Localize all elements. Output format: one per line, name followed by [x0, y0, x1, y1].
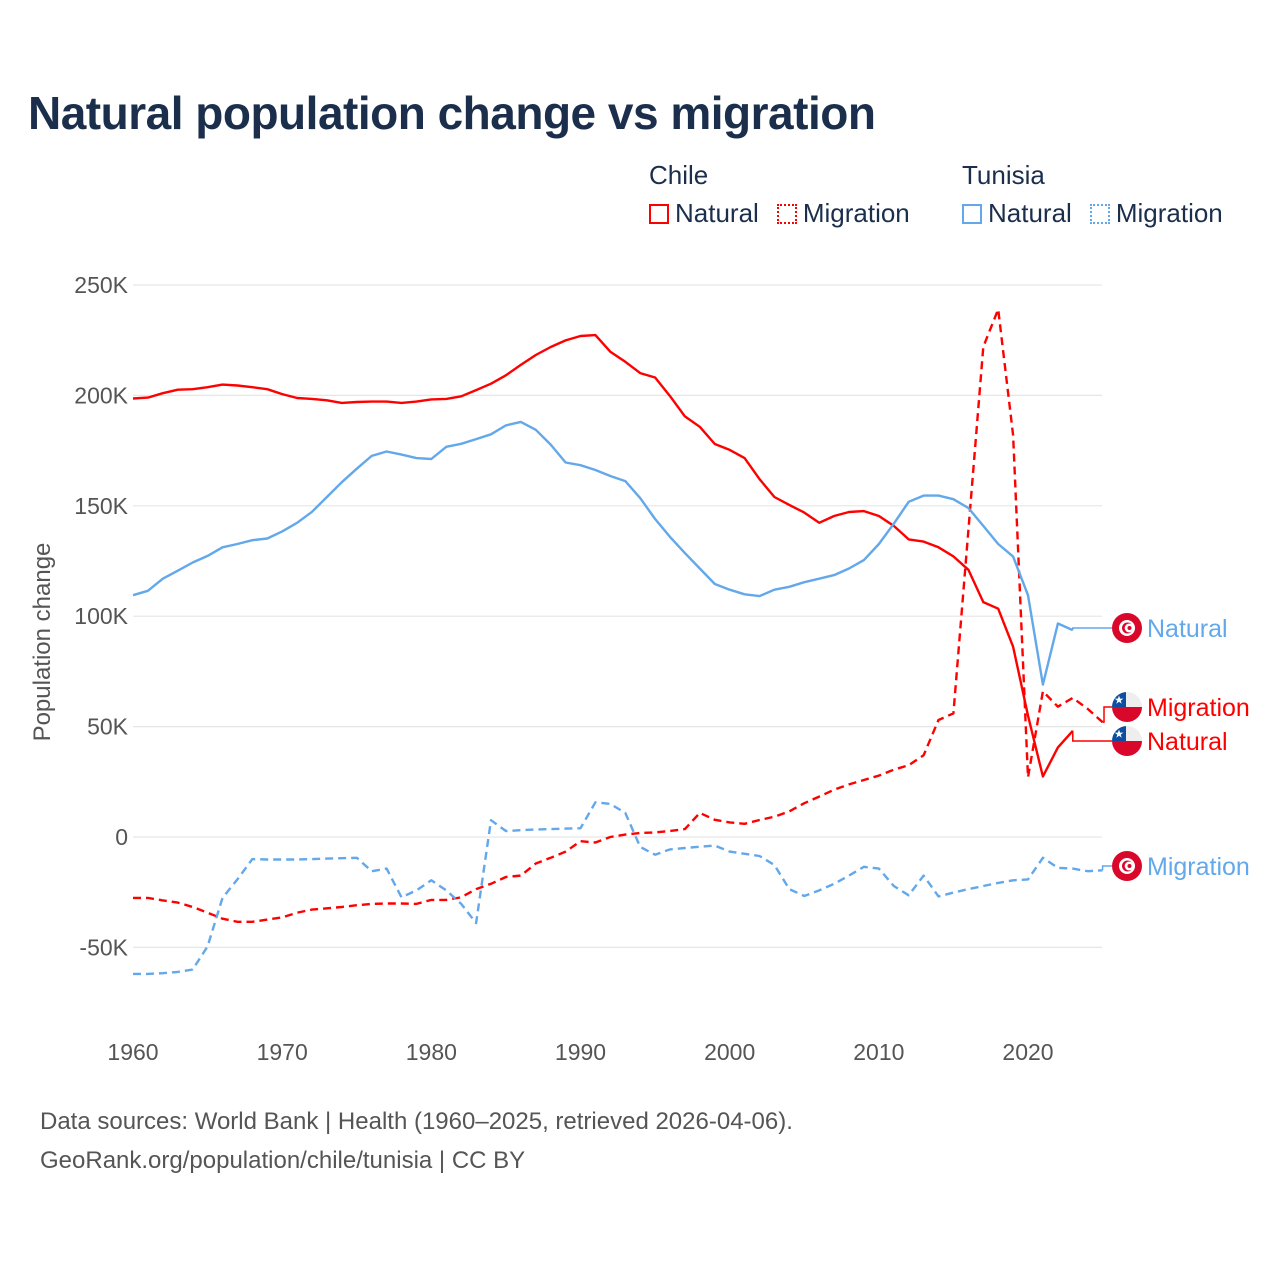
legend-item-label: Natural — [988, 198, 1072, 228]
legend-item-label: Natural — [675, 198, 759, 228]
series-line-tunisia-natural — [132, 420, 1074, 686]
footer-attribution: GeoRank.org/population/chile/tunisia | C… — [40, 1147, 526, 1174]
legend-swatch-dotted — [776, 203, 797, 224]
y-axis-title: Population change — [29, 543, 56, 742]
y-tick-label: 50K — [87, 714, 129, 740]
legend-swatch-solid — [649, 203, 669, 224]
y-tick-label: 200K — [74, 382, 128, 408]
x-tick-label: 2020 — [1002, 1039, 1053, 1065]
legend-country-label: Chile — [649, 160, 709, 190]
x-tick-label: 1970 — [257, 1039, 308, 1065]
label-connector — [1072, 730, 1112, 742]
end-label-chile-migration: Migration — [1147, 694, 1250, 722]
footer-sources: Data sources: World Bank | Health (1960–… — [40, 1108, 793, 1135]
legend-item-tunisia-migration[interactable]: Migration — [1089, 198, 1223, 229]
legend-swatch-dotted — [1089, 203, 1110, 224]
legend-item-tunisia-natural[interactable]: Natural — [962, 198, 1072, 229]
end-label-chile-natural: Natural — [1147, 728, 1228, 756]
y-tick-label: 250K — [74, 272, 128, 298]
legend-swatch-solid — [962, 203, 982, 224]
chart-title: Natural population change vs migration — [28, 87, 876, 139]
legend-item-chile-natural[interactable]: Natural — [649, 198, 759, 229]
chile-flag-icon — [1112, 726, 1142, 756]
tunisia-flag-icon — [1112, 613, 1142, 643]
flag-star — [1114, 695, 1124, 704]
label-connector — [1102, 706, 1112, 723]
label-connector — [1101, 865, 1112, 871]
end-label-tunisia-migration: Migration — [1147, 853, 1250, 881]
legend-item-label: Migration — [802, 198, 910, 228]
y-tick-label: 150K — [74, 493, 128, 519]
end-label-tunisia-natural: Natural — [1147, 615, 1228, 643]
x-tick-label: 1990 — [555, 1039, 606, 1065]
legend-country-label: Tunisia — [962, 160, 1045, 190]
series-line-chile-natural — [132, 333, 1074, 778]
flag-body — [1112, 726, 1142, 756]
flag-star — [1114, 729, 1124, 738]
series-line-chile-migration — [133, 308, 1104, 923]
label-connector — [1072, 627, 1112, 631]
x-tick-label: 1980 — [406, 1039, 457, 1065]
flag-star — [1127, 626, 1132, 630]
legend-group-chile: Chile Natural Migration — [649, 160, 910, 229]
flag-star — [1127, 864, 1132, 868]
flag-body — [1112, 692, 1142, 722]
x-tick-label: 1960 — [107, 1039, 158, 1065]
chile-flag-icon — [1112, 692, 1142, 722]
x-tick-label: 2010 — [853, 1039, 904, 1065]
legend-item-label: Migration — [1115, 198, 1223, 228]
flag-red — [1112, 741, 1142, 756]
legend-item-chile-migration[interactable]: Migration — [776, 198, 910, 229]
legend-group-tunisia: Tunisia Natural Migration — [962, 160, 1223, 229]
tunisia-flag-icon — [1112, 851, 1142, 881]
flag-red — [1112, 707, 1142, 722]
y-tick-label: 0 — [115, 824, 128, 850]
y-tick-label: -50K — [79, 934, 128, 960]
y-tick-label: 100K — [74, 603, 128, 629]
series-line-tunisia-migration — [133, 801, 1103, 976]
x-tick-label: 2000 — [704, 1039, 755, 1065]
